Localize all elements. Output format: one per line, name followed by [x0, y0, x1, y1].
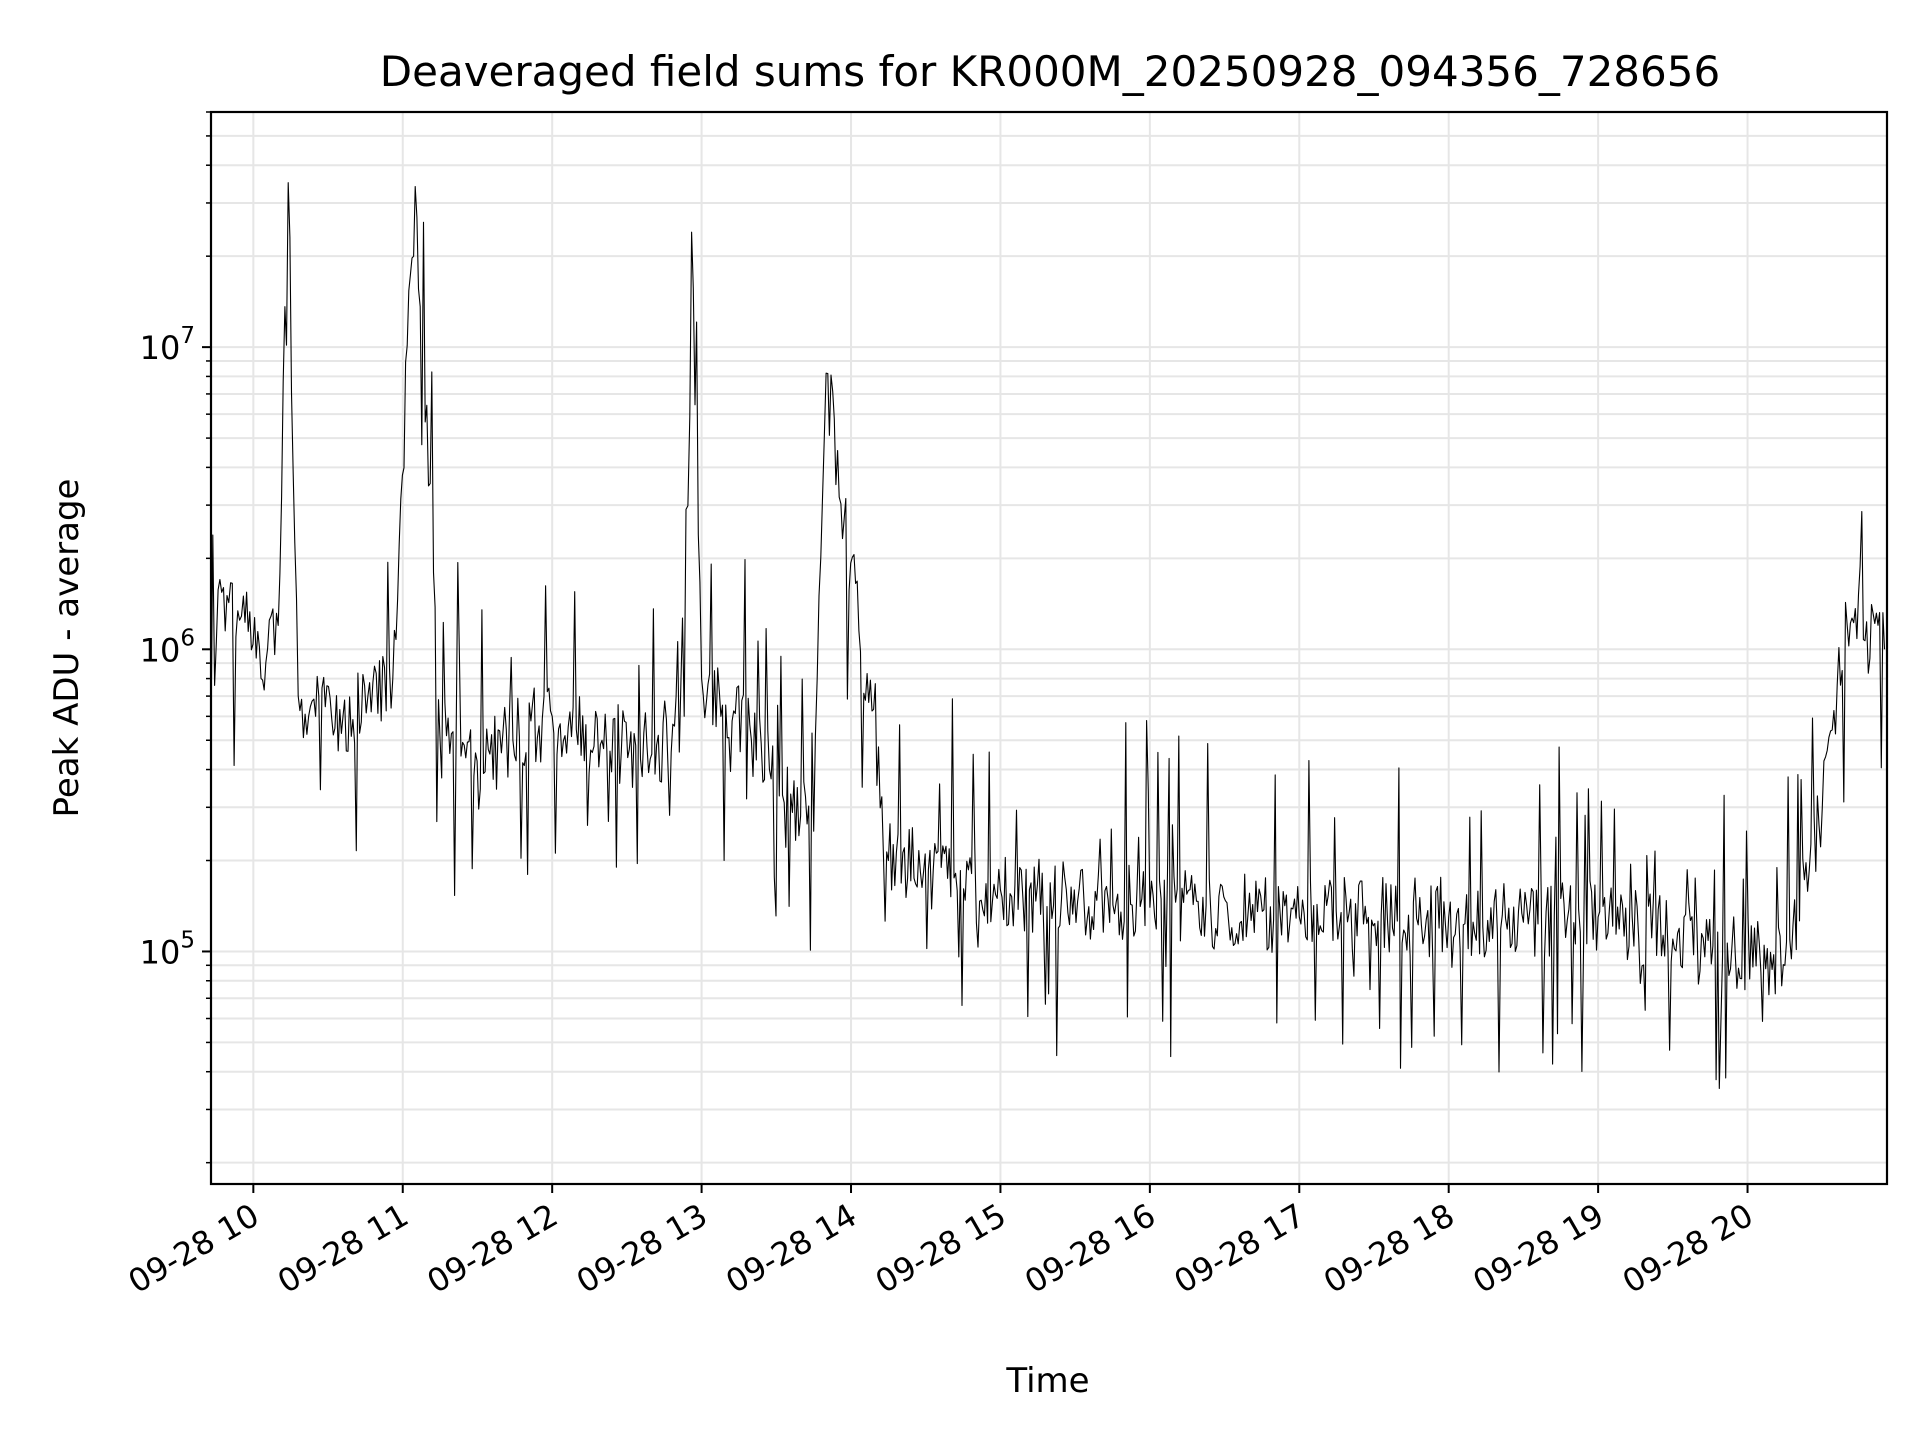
- y-axis: 105 106 107: [140, 111, 211, 1164]
- x-axis-label: Time: [1005, 1361, 1089, 1401]
- plot-frame: [209, 110, 1889, 1186]
- y-tick-label: 106: [140, 625, 195, 669]
- grid: [211, 111, 1887, 1184]
- chart-title: Deaveraged field sums for KR000M_2025092…: [380, 47, 1720, 96]
- y-tick-label: 107: [140, 323, 195, 367]
- y-tick-label: 105: [140, 927, 195, 971]
- y-axis-label: Peak ADU - average: [47, 479, 87, 818]
- plot-area: [210, 182, 1886, 1090]
- series-line-0: [210, 182, 1886, 1090]
